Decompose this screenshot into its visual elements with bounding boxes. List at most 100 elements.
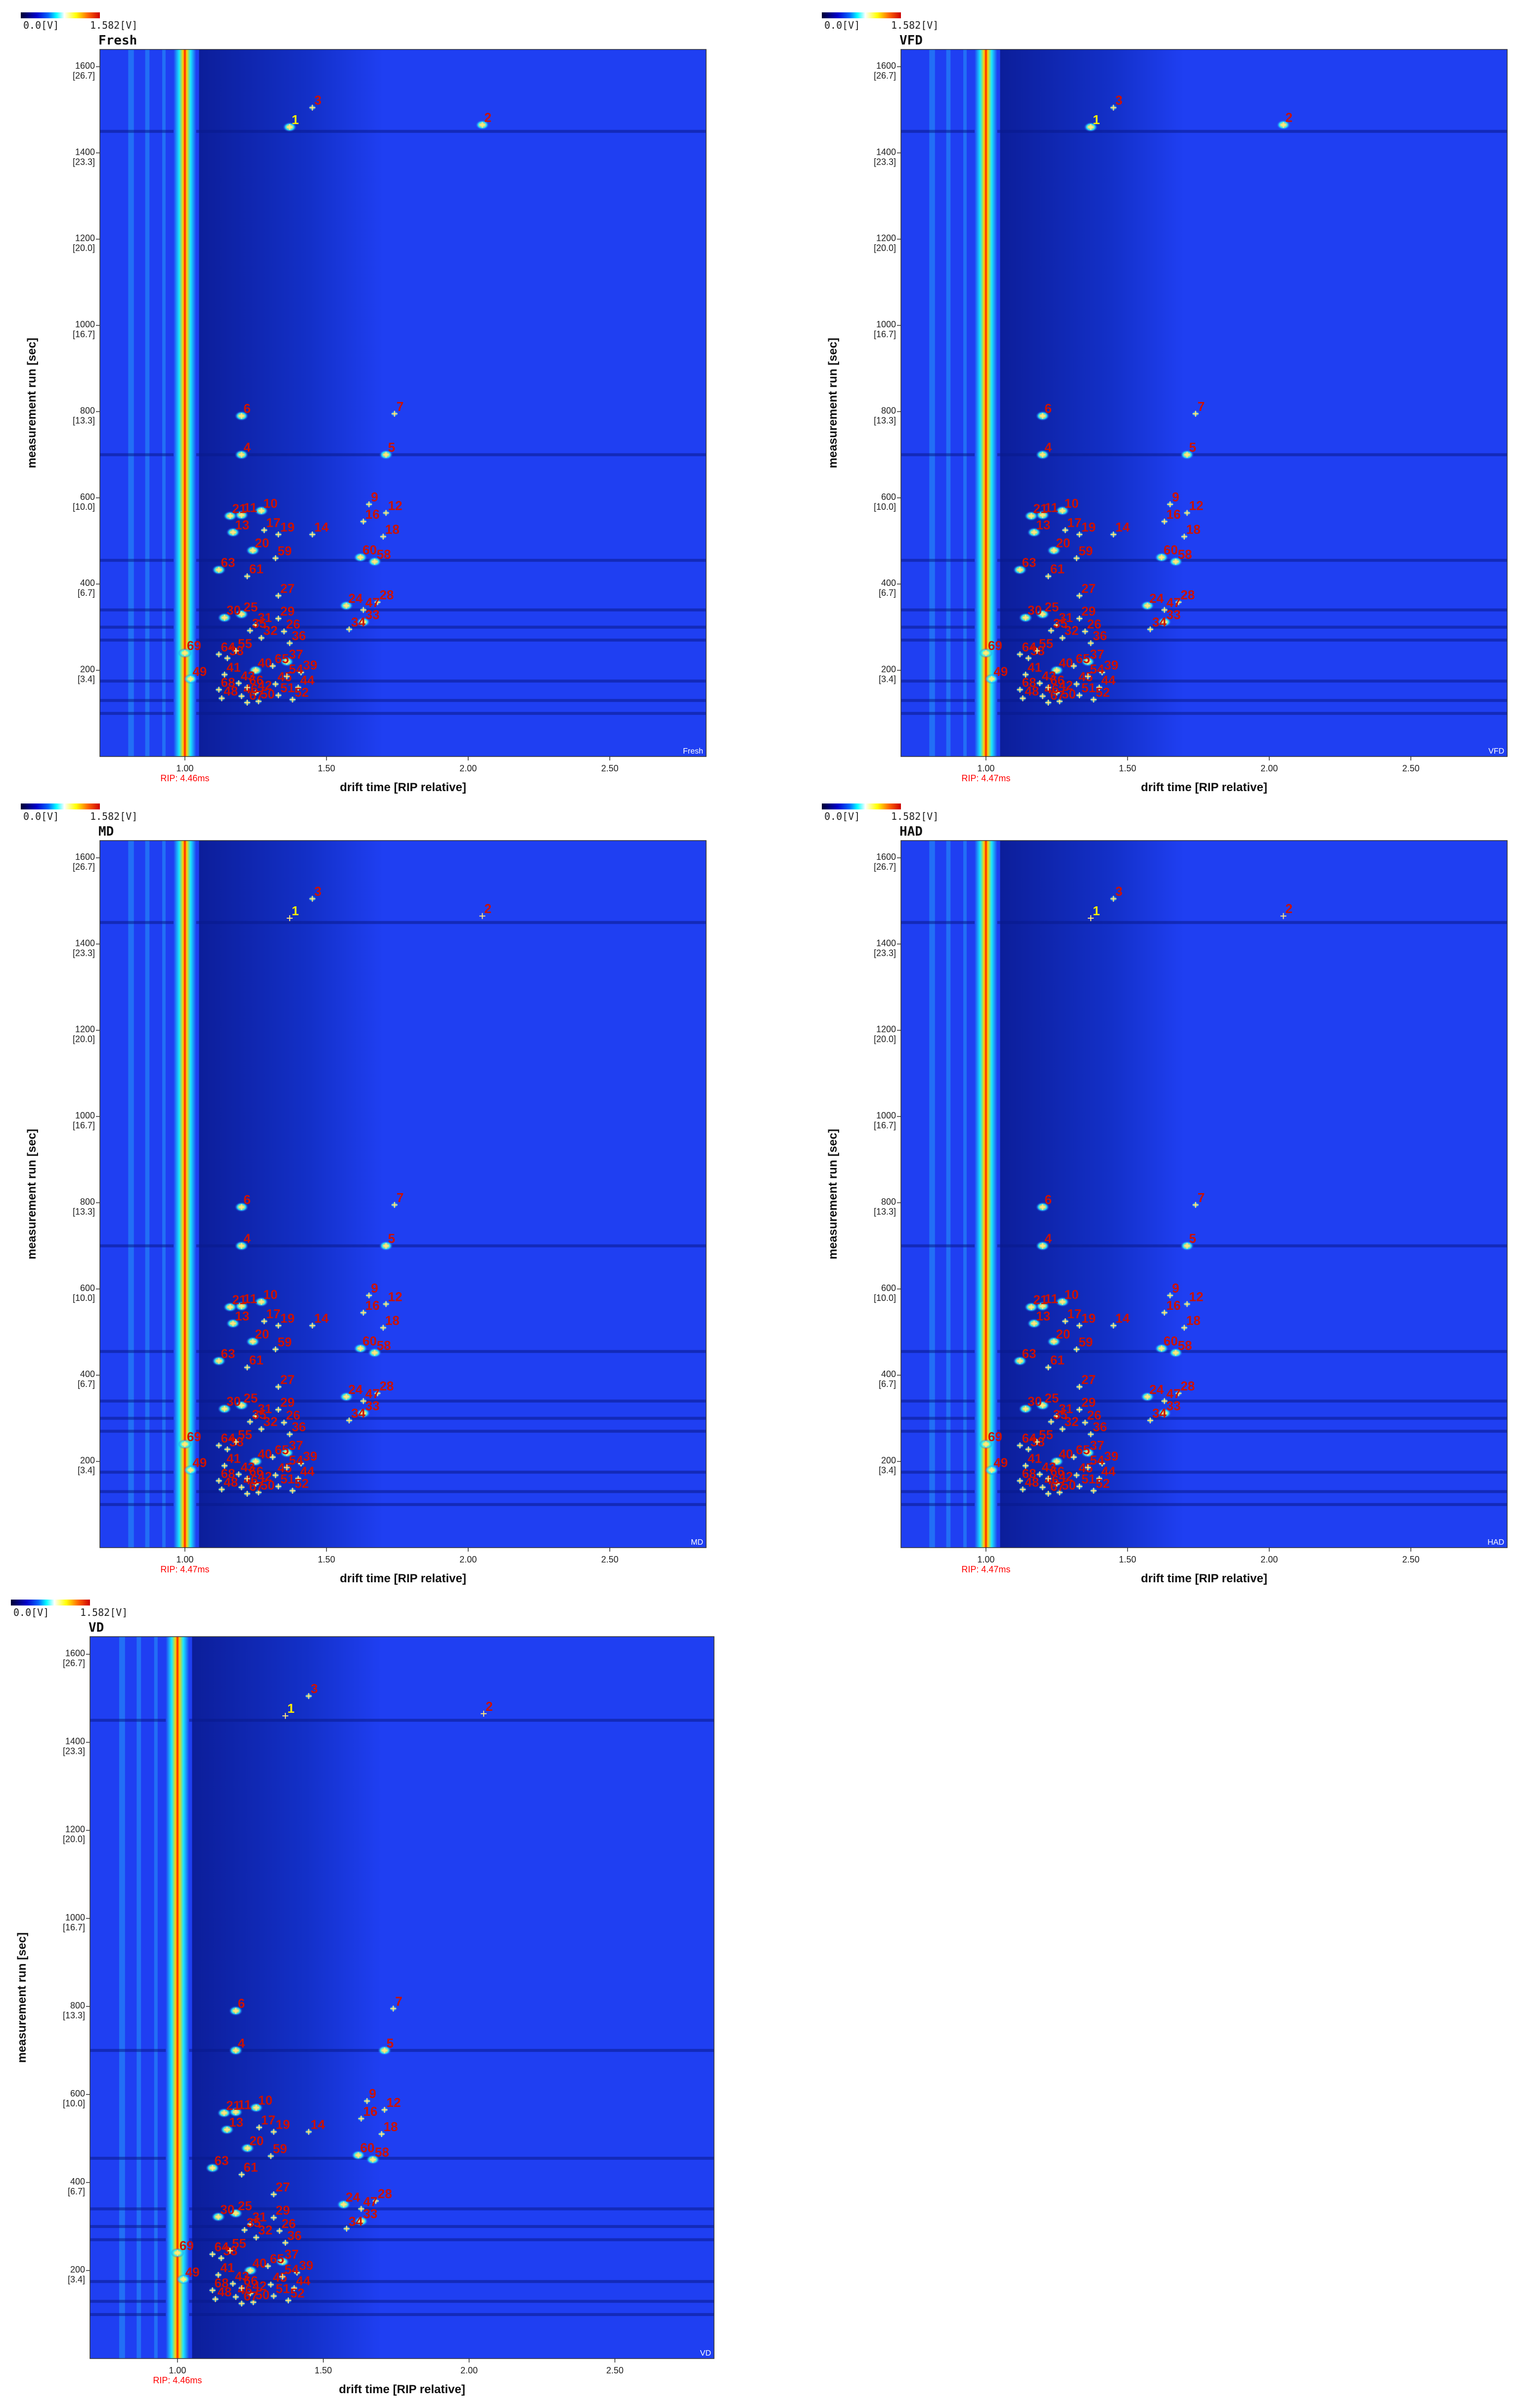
marker-11: 11 bbox=[1039, 500, 1058, 518]
marker-24: 24 bbox=[1144, 591, 1164, 609]
svg-text:49: 49 bbox=[192, 664, 207, 679]
marker-24: 24 bbox=[341, 2189, 360, 2208]
horizontal-band bbox=[901, 1429, 1507, 1433]
marker-2: 2 bbox=[479, 901, 492, 919]
svg-text:1600: 1600 bbox=[65, 1649, 85, 1658]
svg-text:1: 1 bbox=[287, 1701, 294, 1716]
svg-text:2.00: 2.00 bbox=[1260, 763, 1278, 773]
svg-text:67: 67 bbox=[1050, 688, 1065, 703]
svg-text:21: 21 bbox=[232, 1292, 247, 1307]
horizontal-band bbox=[901, 1471, 1507, 1474]
svg-text:25: 25 bbox=[1044, 1390, 1059, 1405]
marker-4: 4 bbox=[1039, 1231, 1052, 1249]
plot-frame bbox=[900, 840, 1508, 1548]
svg-text:54: 54 bbox=[289, 662, 303, 676]
marker-54: 54 bbox=[1085, 662, 1105, 679]
marker-4: 4 bbox=[232, 2036, 245, 2053]
marker-43: 43 bbox=[235, 1460, 255, 1477]
svg-text:4: 4 bbox=[243, 1231, 251, 1246]
marker-64: 64 bbox=[216, 1430, 235, 1449]
svg-text:39: 39 bbox=[299, 2258, 314, 2273]
svg-text:29: 29 bbox=[280, 1395, 295, 1410]
marker-37: 37 bbox=[1085, 1438, 1104, 1456]
panel-vfd: 0.0[V] 1.582[V] VFD 1 2 3 4 5 6 7 9 10 11 12 13 14 16 17 1… bbox=[801, 0, 1523, 801]
svg-text:17: 17 bbox=[1067, 515, 1081, 530]
marker-55: 55 bbox=[1033, 636, 1053, 654]
marker-9: 9 bbox=[364, 2086, 376, 2104]
marker-18: 18 bbox=[1181, 522, 1201, 540]
x-tick: 2.00 bbox=[1260, 757, 1278, 773]
marker-4: 4 bbox=[238, 440, 251, 458]
marker-47: 47 bbox=[1161, 1386, 1181, 1404]
svg-text:24: 24 bbox=[348, 1382, 362, 1397]
svg-text:1.50: 1.50 bbox=[318, 763, 335, 773]
y-tick: 1400[23.3] bbox=[73, 938, 100, 958]
svg-text:800: 800 bbox=[881, 405, 896, 415]
svg-text:1200: 1200 bbox=[65, 1825, 85, 1834]
marker-60: 60 bbox=[358, 1334, 377, 1352]
svg-text:[13.3]: [13.3] bbox=[874, 1206, 896, 1216]
panel-had: 0.0[V] 1.582[V] HAD 1 2 3 4 5 6 7 9 10 11 12 13 14 16 17 1… bbox=[801, 791, 1523, 1597]
marker-21: 21 bbox=[1028, 501, 1047, 519]
marker-25: 25 bbox=[232, 2198, 252, 2217]
marker-26: 26 bbox=[281, 617, 300, 635]
x-axis-label: drift time [RIP relative] bbox=[1141, 1572, 1267, 1585]
svg-text:43: 43 bbox=[241, 669, 255, 683]
svg-text:35: 35 bbox=[252, 1407, 267, 1422]
marker-12: 12 bbox=[1184, 498, 1204, 516]
svg-text:4: 4 bbox=[238, 2036, 245, 2051]
horizontal-band bbox=[90, 1719, 714, 1722]
marker-39: 39 bbox=[1099, 1449, 1119, 1467]
chart-title: MD bbox=[98, 824, 114, 839]
svg-text:43: 43 bbox=[235, 2269, 249, 2284]
marker-19: 19 bbox=[275, 520, 295, 537]
marker-40: 40 bbox=[1054, 1447, 1073, 1465]
marker-10: 10 bbox=[1059, 1287, 1078, 1305]
marker-20: 20 bbox=[1051, 1327, 1070, 1345]
marker-9: 9 bbox=[1167, 490, 1179, 507]
marker-5: 5 bbox=[1184, 1231, 1196, 1249]
marker-28: 28 bbox=[374, 587, 394, 605]
marker-36: 36 bbox=[286, 628, 306, 646]
x-tick: 1.50 bbox=[318, 757, 335, 773]
svg-text:7: 7 bbox=[397, 399, 403, 414]
rip-column bbox=[166, 1637, 189, 2359]
panel-md: 0.0[V] 1.582[V] MD 1 2 3 4 5 6 7 9 10 11 12 13 14 16 17 18… bbox=[0, 791, 762, 1597]
svg-text:46: 46 bbox=[1044, 1472, 1059, 1487]
svg-text:43: 43 bbox=[1042, 669, 1056, 683]
svg-text:13: 13 bbox=[1036, 1309, 1050, 1324]
svg-text:51: 51 bbox=[280, 680, 295, 695]
svg-text:3: 3 bbox=[1116, 884, 1122, 899]
marker-20: 20 bbox=[250, 535, 269, 554]
y-tick: 600[10.0] bbox=[874, 492, 901, 512]
marker-12: 12 bbox=[383, 1289, 403, 1307]
svg-text:13: 13 bbox=[1036, 518, 1050, 533]
marker-46: 46 bbox=[1039, 681, 1059, 699]
marker-43: 43 bbox=[1036, 1460, 1056, 1477]
marker-47: 47 bbox=[358, 2194, 377, 2212]
svg-text:50: 50 bbox=[1062, 686, 1076, 701]
baseline-stripe bbox=[145, 841, 150, 1548]
svg-text:59: 59 bbox=[1078, 1335, 1093, 1349]
marker-17: 17 bbox=[261, 1306, 280, 1325]
marker-66: 66 bbox=[1045, 1464, 1065, 1482]
x-tick: 1.50 bbox=[1119, 1548, 1136, 1564]
svg-text:63: 63 bbox=[1022, 555, 1036, 570]
marker-58: 58 bbox=[371, 1338, 391, 1356]
svg-text:29: 29 bbox=[280, 604, 295, 619]
svg-text:36: 36 bbox=[292, 628, 306, 643]
marker-48: 48 bbox=[1020, 683, 1039, 702]
marker-33: 33 bbox=[358, 2206, 377, 2225]
marker-31: 31 bbox=[253, 1401, 272, 1420]
svg-text:44: 44 bbox=[1101, 672, 1116, 687]
svg-text:400: 400 bbox=[80, 578, 95, 588]
marker-9: 9 bbox=[366, 1281, 378, 1298]
colorbar-max-label: 1.582[V] bbox=[891, 810, 939, 822]
marker-19: 19 bbox=[1076, 520, 1096, 537]
marker-29: 29 bbox=[1076, 604, 1096, 622]
svg-text:1.50: 1.50 bbox=[1119, 1555, 1136, 1564]
marker-26: 26 bbox=[1082, 617, 1101, 635]
horizontal-band bbox=[90, 2156, 714, 2160]
svg-text:5: 5 bbox=[388, 440, 395, 455]
